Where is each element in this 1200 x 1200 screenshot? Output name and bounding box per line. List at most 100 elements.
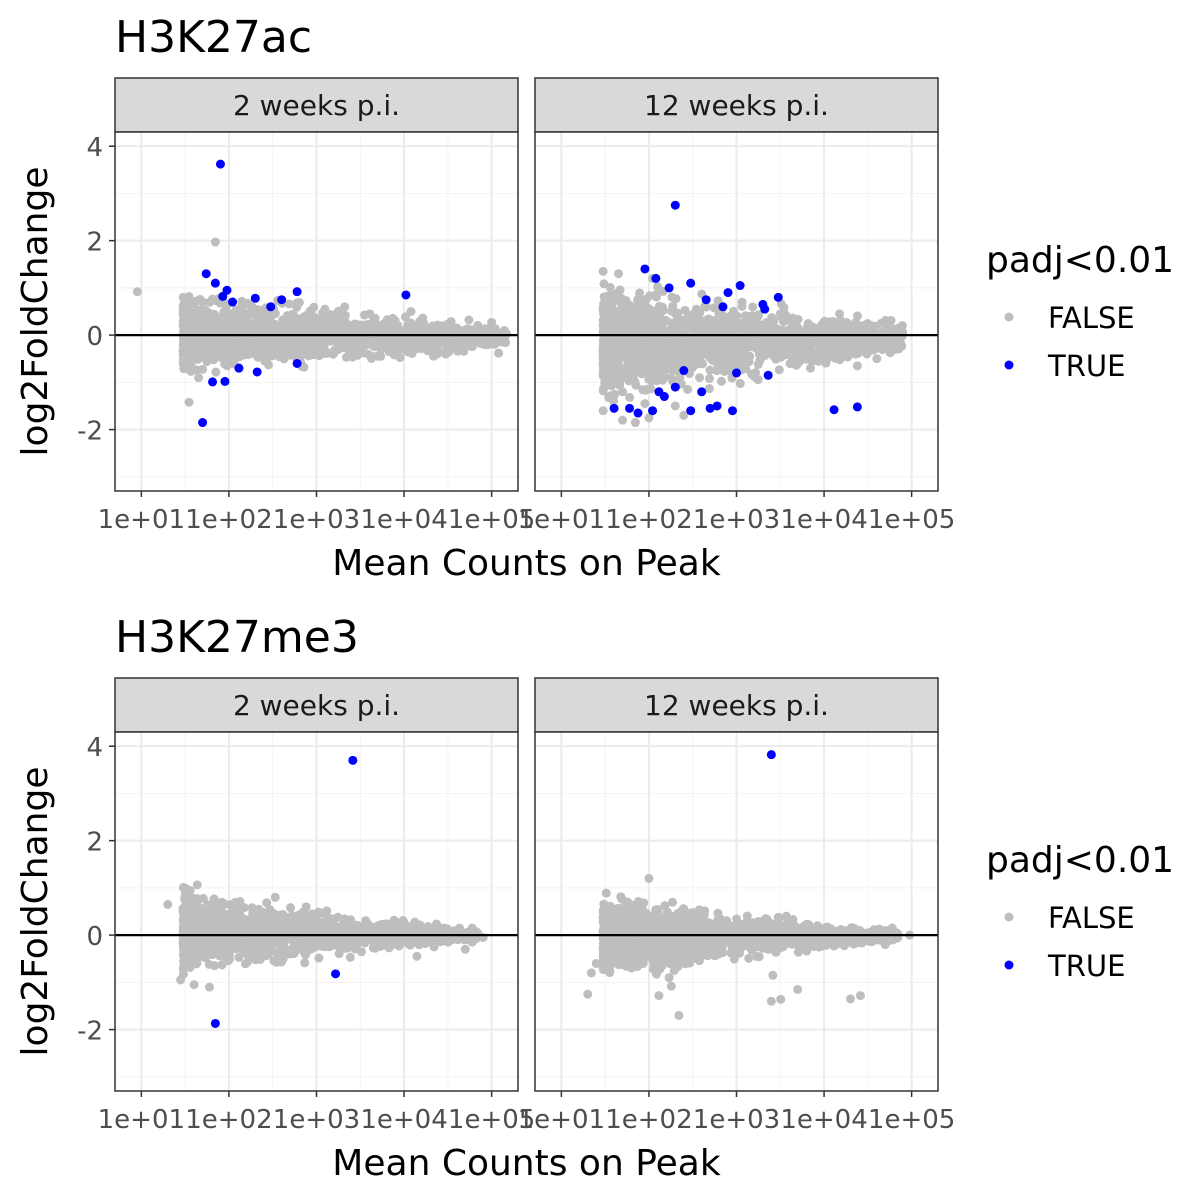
point-false-cloud <box>309 314 319 324</box>
facet-strip <box>534 77 939 133</box>
point-false-cloud <box>224 947 234 957</box>
point-false-cloud <box>834 317 844 327</box>
point-false-cloud <box>631 319 641 329</box>
point-false-cloud <box>704 384 714 394</box>
point-false-cloud <box>301 902 311 912</box>
point-false-cloud <box>239 948 249 958</box>
point-true <box>705 403 715 413</box>
point-false-cloud <box>817 320 827 330</box>
point-true <box>250 293 260 303</box>
point-false-cloud <box>645 365 655 375</box>
point-false-cloud <box>223 932 233 942</box>
point-false-cloud <box>610 346 620 356</box>
point-false-cloud <box>829 324 839 334</box>
point-false-cloud <box>252 321 262 331</box>
legend-key <box>1004 360 1014 370</box>
point-false-cloud <box>189 365 199 375</box>
point-false-cloud <box>211 367 221 377</box>
point-false <box>598 406 608 416</box>
point-false-cloud <box>768 347 778 357</box>
point-true <box>218 291 228 301</box>
point-false-cloud <box>237 296 247 306</box>
point-false <box>184 397 194 407</box>
point-false-cloud <box>735 379 745 389</box>
point-false-cloud <box>343 338 353 348</box>
point-true <box>348 755 358 765</box>
point-false-cloud <box>179 362 189 372</box>
point-false-cloud <box>603 321 613 331</box>
point-false-cloud <box>211 940 221 950</box>
panel-left: 2 weeks p.i.1e+01 1e+02 1e+03 1e+04 1e+05-20… <box>77 77 535 535</box>
point-true <box>670 382 680 392</box>
point-false-cloud <box>180 919 190 929</box>
point-true <box>697 387 707 397</box>
point-false-cloud <box>840 322 850 332</box>
point-false-cloud <box>316 349 326 359</box>
point-false-cloud <box>209 912 219 922</box>
point-false-cloud <box>264 344 274 354</box>
point-false <box>826 349 836 359</box>
point-false <box>480 335 490 345</box>
point-false-cloud <box>260 924 270 934</box>
point-false-cloud <box>695 373 705 383</box>
point-false-cloud <box>252 304 262 314</box>
point-true <box>292 358 302 368</box>
point-false <box>598 266 608 276</box>
point-true <box>401 290 411 300</box>
point-false-cloud <box>247 903 257 913</box>
point-false-cloud <box>240 311 250 321</box>
point-false <box>406 307 416 316</box>
point-false-cloud <box>217 313 227 323</box>
point-true <box>208 377 218 387</box>
point-false-cloud <box>713 296 723 306</box>
point-false-cloud <box>270 920 280 930</box>
point-false-cloud <box>762 339 772 349</box>
point-false-cloud <box>222 353 232 363</box>
point-false-cloud <box>200 908 210 918</box>
point-false-cloud <box>501 337 511 347</box>
point-true <box>760 304 770 314</box>
point-false-cloud <box>673 359 683 369</box>
point-false-cloud <box>299 947 309 957</box>
point-false-cloud <box>326 311 336 321</box>
point-false-cloud <box>192 880 202 890</box>
point-false-cloud <box>603 291 613 301</box>
point-false-cloud <box>329 348 339 358</box>
point-false-cloud <box>849 346 859 356</box>
point-false <box>890 344 900 354</box>
point-false-cloud <box>654 301 664 311</box>
point-true <box>331 969 341 979</box>
point-false-cloud <box>426 924 436 934</box>
point-false-cloud <box>624 363 634 373</box>
legend-key <box>1004 312 1014 322</box>
point-false-cloud <box>276 912 286 922</box>
point-false-cloud <box>420 938 430 948</box>
point-false-cloud <box>429 351 439 361</box>
x-tick-label: 1e+05 <box>868 505 955 535</box>
point-false-cloud <box>835 309 845 319</box>
point-false-cloud <box>301 311 311 321</box>
point-false-cloud <box>380 337 390 347</box>
y-tick-label: -2 <box>77 1017 103 1047</box>
y-tick-label: -2 <box>77 417 103 447</box>
point-true <box>763 370 773 380</box>
legend-label: TRUE <box>1047 349 1125 383</box>
point-false-cloud <box>354 323 364 333</box>
point-false-cloud <box>753 312 763 322</box>
point-false-cloud <box>446 317 456 327</box>
point-true <box>625 403 635 413</box>
point-false-cloud <box>376 351 386 361</box>
point-false-cloud <box>261 943 271 953</box>
point-false-cloud <box>324 916 334 926</box>
point-false-cloud <box>279 337 289 347</box>
point-true <box>215 159 225 169</box>
x-tick-label: 1e+02 <box>185 1105 272 1135</box>
point-true <box>277 295 287 305</box>
point-false-cloud <box>270 322 280 332</box>
y-axis-title: log2FoldChange <box>15 167 56 457</box>
point-false-cloud <box>493 329 503 339</box>
point-false-cloud <box>871 340 881 350</box>
point-false-cloud <box>318 939 328 949</box>
point-false-cloud <box>697 350 707 360</box>
point-false-cloud <box>236 350 246 360</box>
